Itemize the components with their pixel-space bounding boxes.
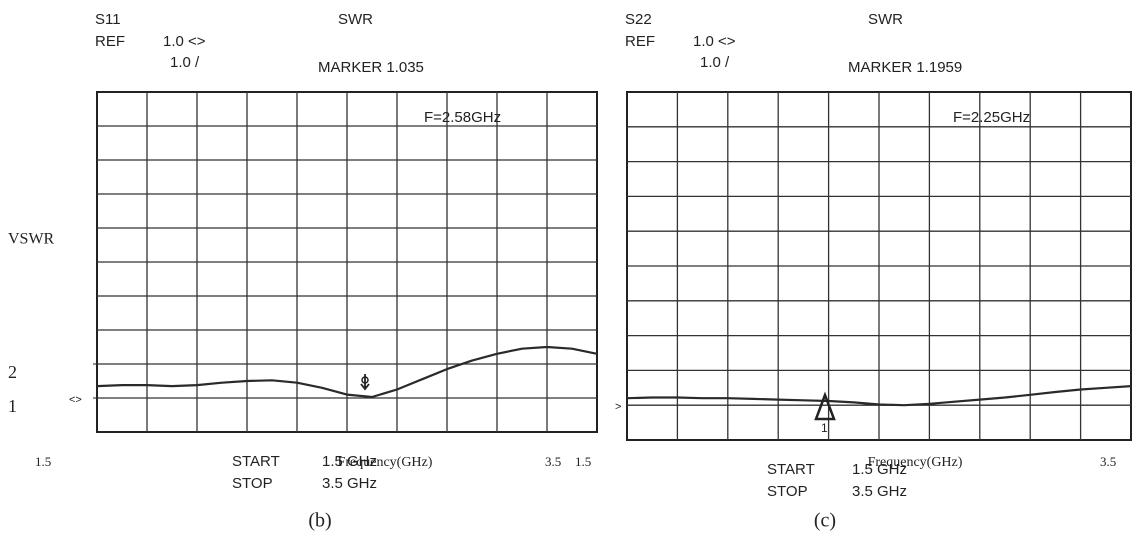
stop: 3.5 GHz xyxy=(322,475,377,492)
marker-number: 1 xyxy=(821,421,828,435)
ref-symbol: <> xyxy=(69,394,82,406)
x-axis-label: Frequency(GHz) xyxy=(338,455,433,470)
x-tick-label: 3.5 xyxy=(1100,454,1116,469)
ref-label: REF xyxy=(95,33,125,50)
marker-dot xyxy=(361,376,369,384)
start: 1.5 GHz xyxy=(852,461,907,478)
ref-value: 1.0 <> xyxy=(163,33,206,50)
marker-triangle xyxy=(814,391,836,421)
x-tick-label: 1.5 xyxy=(575,454,591,469)
trace-line xyxy=(626,385,1132,407)
ref-value: 1.0 <> xyxy=(693,33,736,50)
scale: 1.0 / xyxy=(170,54,200,71)
y-tick-label: 2 xyxy=(8,362,17,382)
title: SWR xyxy=(868,11,903,28)
stop-label: STOP xyxy=(232,475,273,492)
start: 1.5 GHz xyxy=(322,453,377,470)
marker: MARKER 1.1959 xyxy=(848,59,962,76)
title: SWR xyxy=(338,11,373,28)
marker: MARKER 1.035 xyxy=(318,59,424,76)
caption: (b) xyxy=(308,510,331,532)
y-tick-label: 1 xyxy=(8,396,17,416)
caption: (c) xyxy=(814,510,836,532)
trace-line xyxy=(96,345,598,399)
marker-freq: F=2.25GHz xyxy=(953,109,1030,126)
stop: 3.5 GHz xyxy=(852,483,907,500)
stop-label: STOP xyxy=(767,483,808,500)
trace: S11 xyxy=(95,11,121,28)
ref-symbol: > xyxy=(615,401,621,413)
scale: 1.0 / xyxy=(700,54,730,71)
trace: S22 xyxy=(625,11,652,28)
x-tick-label: 1.5 xyxy=(35,454,51,469)
y-axis-label: VSWR xyxy=(8,231,55,248)
start-label: START xyxy=(232,453,280,470)
start-label: START xyxy=(767,461,815,478)
x-axis-label: Frequency(GHz) xyxy=(868,455,963,470)
x-tick-label: 3.5 xyxy=(545,454,561,469)
marker-freq: F=2.58GHz xyxy=(424,109,501,126)
ref-label: REF xyxy=(625,33,655,50)
